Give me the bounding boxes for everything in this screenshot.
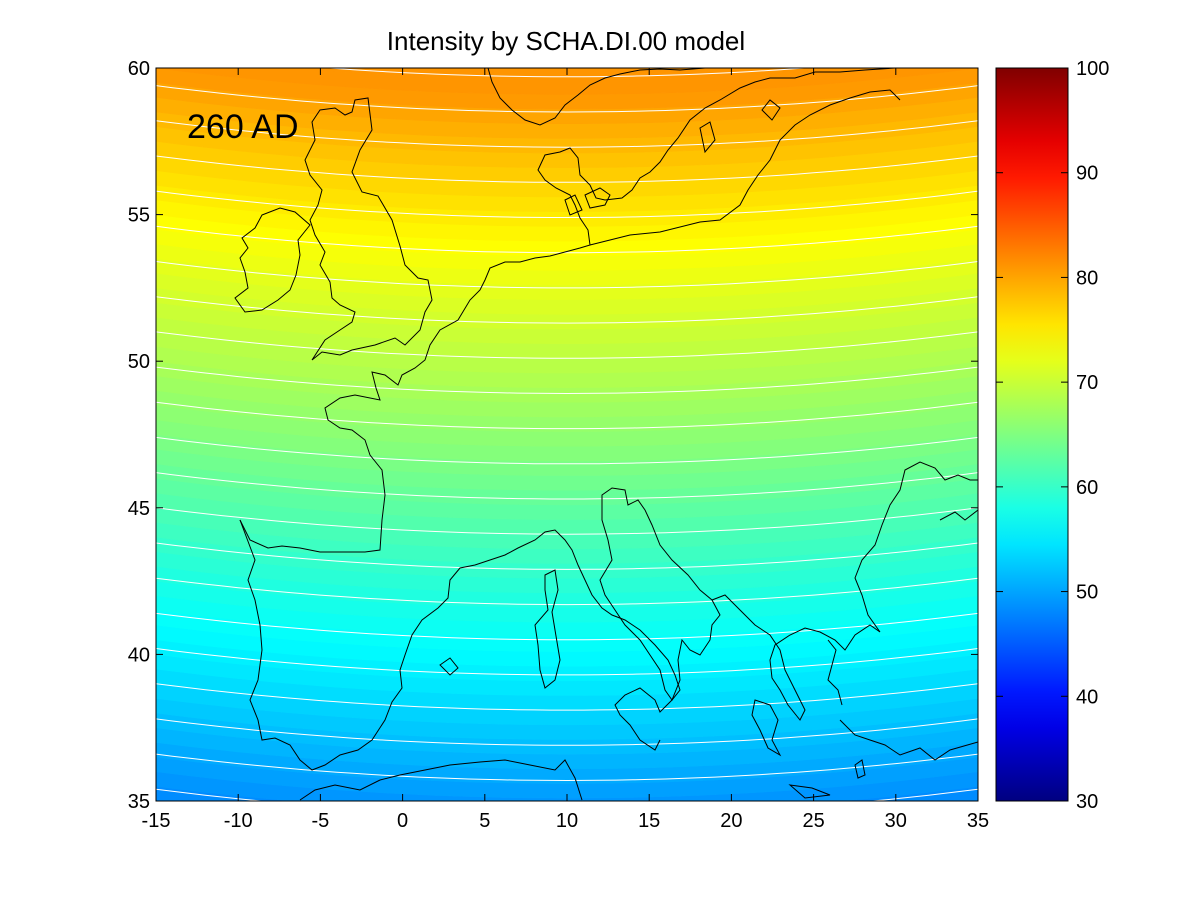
coastline-crete [854,759,866,779]
contour-line [156,542,978,570]
coastline-zealand [584,187,611,209]
y-tick-label: 40 [128,644,150,666]
contour-line [156,331,978,359]
y-tick-label: 35 [128,791,150,813]
x-tick-label: 35 [967,810,989,832]
coastline-iberia [239,519,681,771]
contour-line [156,648,978,676]
coastline-saaremaa [761,99,781,121]
coastline-balearic [439,657,459,676]
contour-line [156,190,978,218]
coastline-cyprus [788,784,831,799]
x-tick-label: -10 [224,810,253,832]
intensity-band [156,830,978,871]
contour-line [156,612,978,641]
coastline-baltic [589,89,901,246]
contour-line [156,753,978,782]
x-tick-label: 0 [397,810,408,832]
colorbar-tick-label: 100 [1076,58,1109,80]
y-tick-label: 55 [128,205,150,227]
colorbar-tick-label: 90 [1076,163,1098,185]
x-tick-label: 10 [556,810,578,832]
x-tick-label: 20 [720,810,742,832]
coastline-ireland [234,207,311,313]
colorbar-tick-label: 80 [1076,267,1098,289]
contour-line [156,85,978,113]
x-tick-label: 15 [638,810,660,832]
contour-line [156,401,978,430]
coastline-gotland [699,121,716,154]
contour-line [156,366,978,395]
coastline-greece [751,699,782,757]
colorbar-tick-label: 30 [1076,791,1098,813]
colorbar-gradient [995,67,1069,802]
x-tick-label: -15 [142,810,171,832]
contour-lines [156,68,978,886]
coastline-anatolia [839,719,978,761]
coastline-danish-islands [564,194,583,216]
y-tick-label: 60 [128,58,150,80]
contour-line [156,436,978,465]
y-tick-label: 45 [128,498,150,520]
contour-line [156,296,978,324]
coastline-black-sea [939,509,978,521]
colorbar: 30 40 50 60 70 80 90 100 [995,58,1109,813]
coastline-north-africa [299,759,583,801]
coastline-sardinia [534,569,561,689]
contour-line [156,683,978,711]
contour-line [156,507,978,535]
contour-line [156,577,978,606]
contour-line [156,155,978,183]
contour-line [156,120,978,148]
contour-line [156,860,978,886]
colorbar-ticks: 30 40 50 60 70 80 90 100 [996,58,1109,813]
map-plot-area [156,68,978,886]
intensity-bands [156,68,978,886]
colorbar-tick-label: 50 [1076,582,1098,604]
contour-line [156,472,978,500]
coastline-great-britain [304,97,433,361]
coastline-continent [239,68,896,553]
y-tick-label: 50 [128,351,150,373]
x-tick-label: 30 [885,810,907,832]
colorbar-tick-label: 70 [1076,372,1098,394]
y-axis: 35 40 45 50 55 60 [128,58,978,813]
contour-line [156,261,978,289]
intensity-band [156,845,978,886]
coastline-norway [487,68,706,126]
x-axis: -15 -10 -5 0 5 10 15 20 25 30 35 [142,68,989,832]
x-tick-label: -5 [312,810,330,832]
coastline-italy [599,487,721,702]
contour-line [323,68,811,78]
coastline-balkans [711,461,978,721]
coastline-aegean-islands [827,639,843,706]
coastlines [234,68,978,801]
x-tick-label: 25 [802,810,824,832]
colorbar-tick-label: 60 [1076,477,1098,499]
contour-line [156,225,978,254]
contour-line [156,718,978,746]
x-tick-label: 5 [479,810,490,832]
year-annotation: 260 AD [187,108,299,146]
colorbar-tick-label: 40 [1076,686,1098,708]
chart-title: Intensity by SCHA.DI.00 model [387,26,745,56]
